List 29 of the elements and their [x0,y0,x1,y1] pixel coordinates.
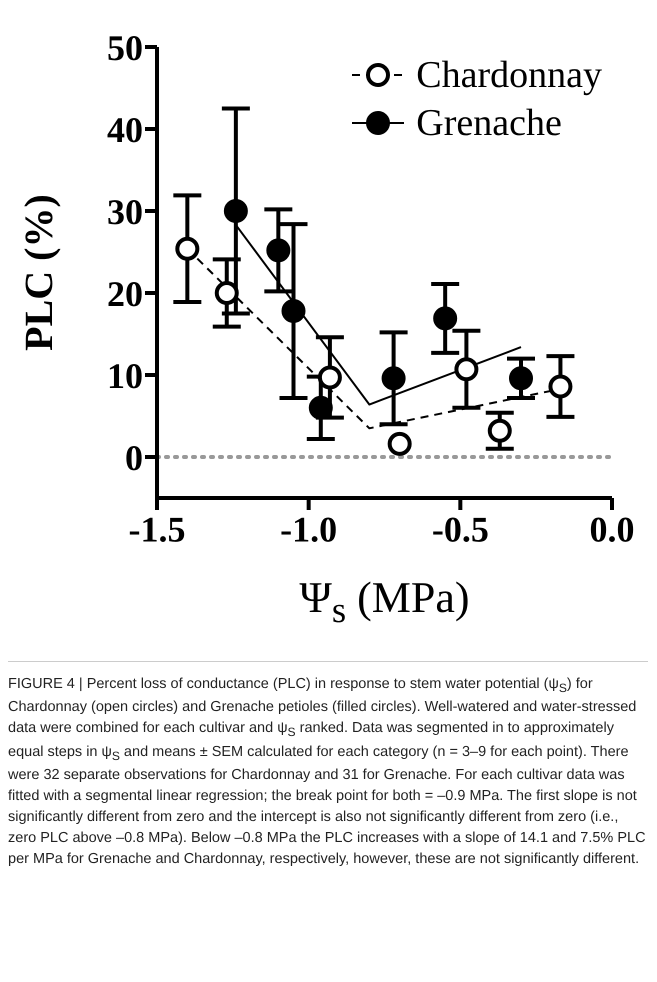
y-tick-label: 20 [107,274,143,314]
point [454,357,478,382]
point [175,236,200,261]
text: FIGURE 4 | Percent loss of conductance (PLC) in response to stem water potential (ψ$_{S}$) for Chardonnay (open circles) and Grenache petioles (filled circles). Well-watered and water-stressed data were combined for each cultivar and ψ$_{S}$ ranked. Data was segmented in to approximately equal steps in ψ$_{S}$ and means ± SEM calculated for each category (n = 3–9 for each point). There were 32 separate observations for Chardonnay and 31 for Grenache. For each cultivar data was fitted with a segmental linear regression; the break point for both = –0.9 MPa. The first slope is not significantly different from zero and the intercept is also not significantly different from zero (i.e., zero PLC above –0.8 MPa). Below –0.8 MPa the PLC increases with a slope of 14.1 and 7.5% PLC per MPa for Grenache and Chardonnay, respectively, however, these are not significantly different. [8,676,646,868]
point [282,299,306,324]
point [214,281,239,305]
y-tick-label: 40 [107,110,143,150]
y-tick-label: 0 [125,438,143,478]
y-tick-label: 50 [107,28,143,68]
y-axis-title: PLC (%) [14,194,62,351]
point [382,366,406,390]
y-tick-label: 30 [107,192,143,232]
point [548,374,572,398]
point [488,418,512,443]
point [388,432,412,456]
x-tick-label: 0.0 [590,510,634,550]
point [224,199,248,223]
x-tick-label: -0.5 [432,510,489,550]
point [433,306,458,330]
x-tick-label: -1.5 [128,510,186,550]
x-axis-title: Ψ$_{s}$ (MPa) [298,572,471,631]
x-tick-label: -1.0 [280,510,338,550]
point [308,396,333,420]
legend-label: Chardonnay [416,53,602,97]
point [318,365,342,390]
legend-label: Grenache [416,101,562,145]
y-tick-label: 10 [107,356,143,396]
point [509,366,533,390]
point [266,238,290,262]
